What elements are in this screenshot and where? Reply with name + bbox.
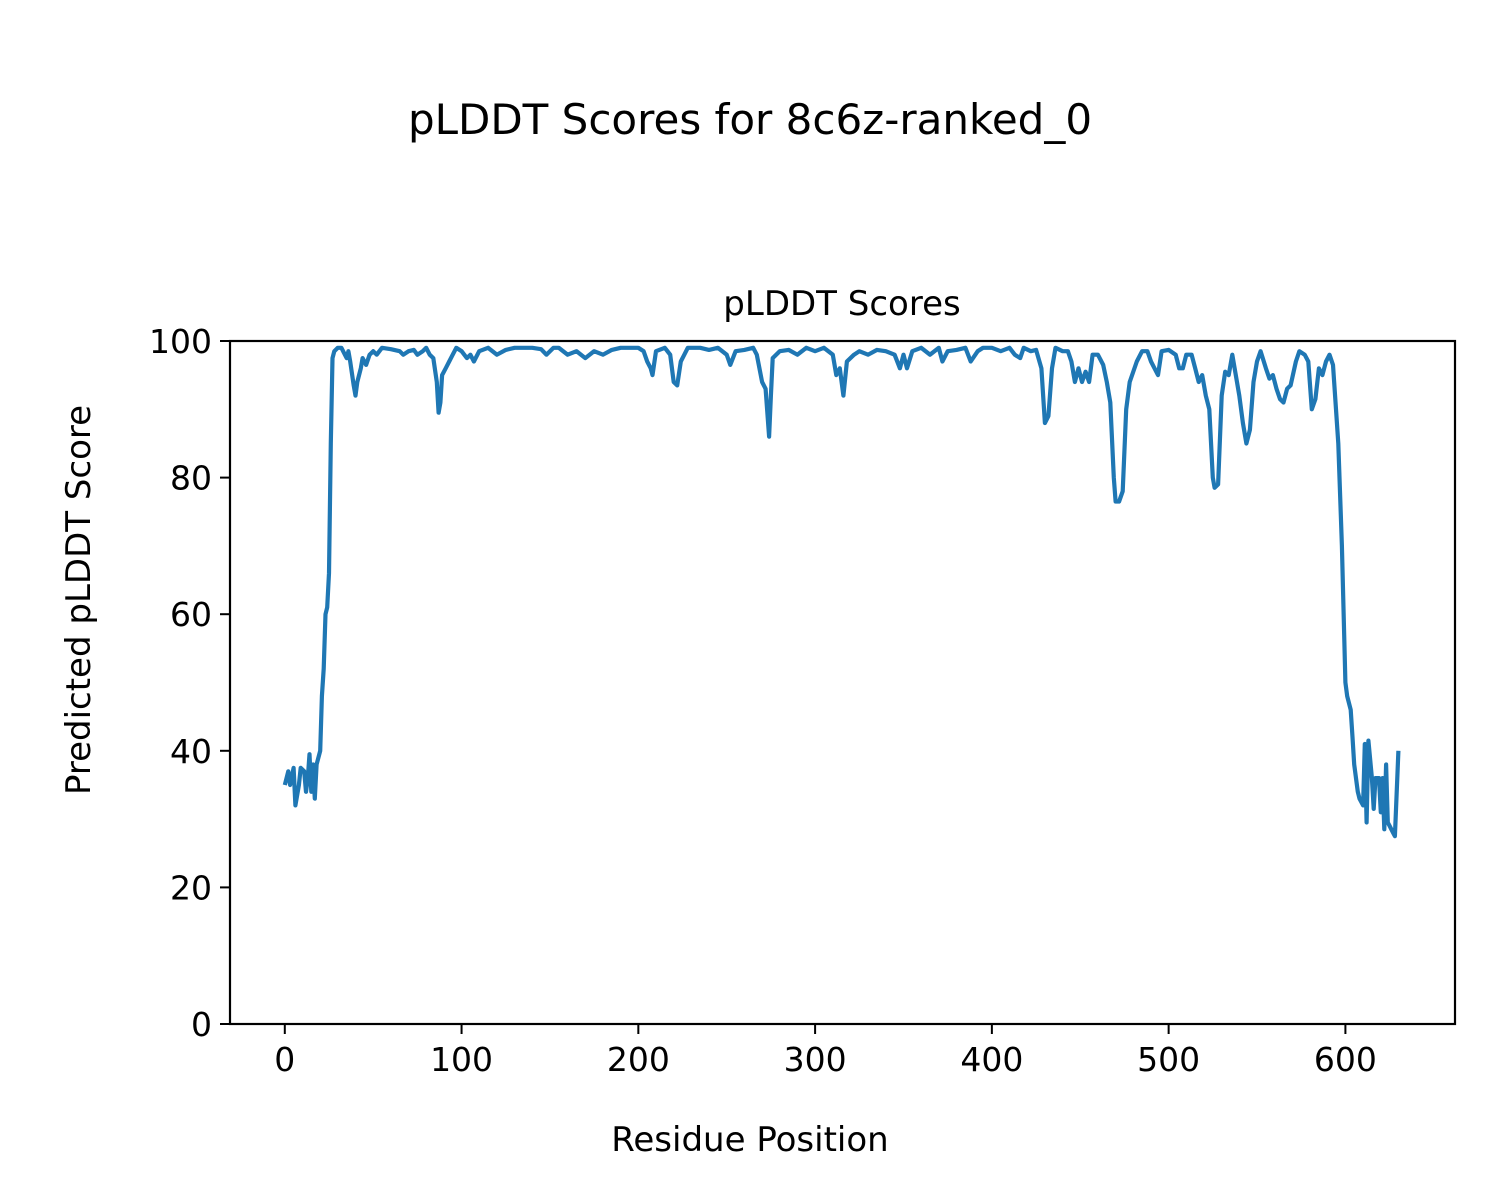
x-tick: 300	[784, 1024, 847, 1079]
y-tick-label: 100	[149, 322, 212, 361]
x-tick-label: 400	[960, 1040, 1023, 1079]
plot-frame	[228, 339, 1457, 1026]
y-tick-label: 0	[191, 1005, 212, 1044]
x-tick-label: 200	[607, 1040, 670, 1079]
x-axis-label: Residue Position	[611, 1120, 888, 1160]
y-tick: 60	[170, 595, 230, 634]
y-tick: 20	[170, 868, 230, 907]
x-tick: 600	[1314, 1024, 1377, 1079]
chart-title: pLDDT Scores	[723, 284, 960, 324]
y-tick-label: 40	[170, 732, 212, 771]
y-tick-label: 80	[170, 459, 212, 498]
x-tick-label: 300	[784, 1040, 847, 1079]
x-tick: 200	[607, 1024, 670, 1079]
x-tick-label: 600	[1314, 1040, 1377, 1079]
x-tick: 400	[960, 1024, 1023, 1079]
y-axis-label: Predicted pLDDT Score	[59, 405, 99, 795]
y-tick: 80	[170, 459, 230, 498]
y-tick-label: 20	[170, 868, 212, 907]
y-tick-label: 60	[170, 595, 212, 634]
x-tick: 100	[430, 1024, 493, 1079]
y-tick: 0	[191, 1005, 230, 1044]
x-tick: 500	[1137, 1024, 1200, 1079]
y-tick: 40	[170, 732, 230, 771]
plddt-line	[282, 345, 1401, 839]
x-tick-label: 0	[274, 1040, 295, 1079]
y-tick: 100	[149, 322, 230, 361]
x-tick-label: 100	[430, 1040, 493, 1079]
figure-title: pLDDT Scores for 8c6z-ranked_0	[408, 95, 1092, 144]
x-tick-label: 500	[1137, 1040, 1200, 1079]
x-tick: 0	[274, 1024, 295, 1079]
